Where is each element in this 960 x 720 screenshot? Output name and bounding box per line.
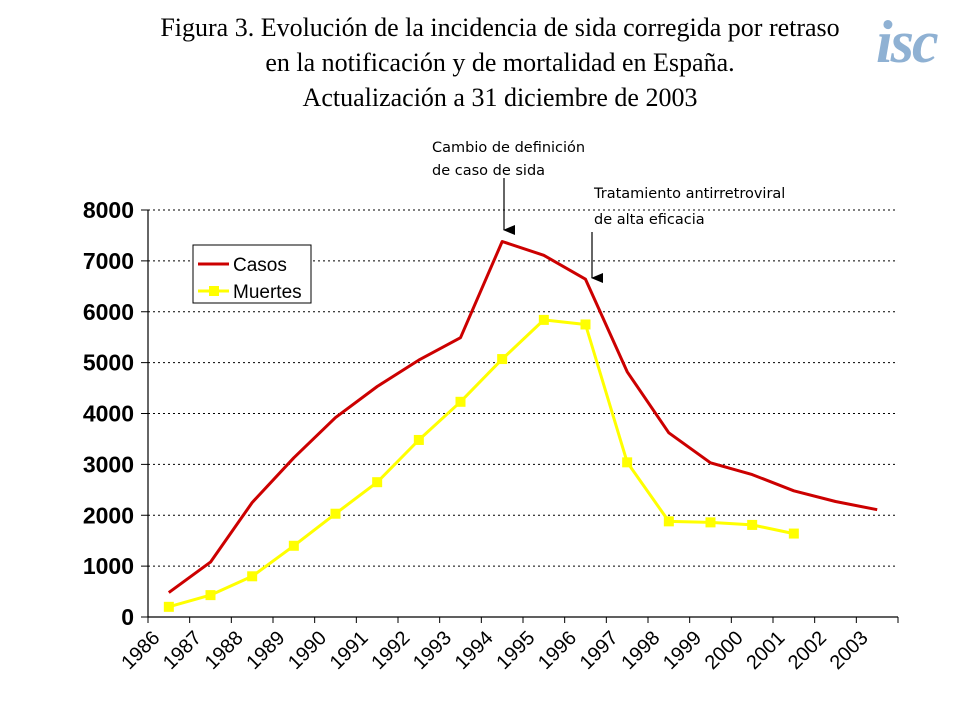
data-point-muertes	[247, 571, 258, 582]
x-tick-label: 1987	[159, 627, 206, 674]
legend-marker-muertes	[209, 286, 219, 296]
data-point-muertes	[413, 434, 424, 445]
series-line-casos	[167, 240, 878, 594]
data-point-muertes	[663, 516, 674, 527]
annotation-text: Cambio de definición	[432, 140, 585, 156]
x-tick-label: 1998	[617, 627, 664, 674]
title-line-3: Actualización a 31 diciembre de 2003	[302, 83, 698, 112]
y-tick-label: 7000	[83, 248, 134, 274]
y-tick-label: 2000	[83, 502, 134, 528]
annotation-text: de caso de sida	[432, 163, 545, 179]
series-lines	[167, 240, 878, 609]
x-tick-label: 2001	[742, 627, 789, 674]
annotation-text: de alta eficacia	[594, 212, 705, 228]
x-tick-label: 2000	[701, 627, 748, 674]
x-tick-label: 1995	[492, 627, 539, 674]
x-tick-label: 1989	[242, 627, 289, 674]
data-point-muertes	[622, 457, 633, 468]
x-tick-label: 1993	[409, 627, 456, 674]
legend-label-casos: Casos	[233, 255, 287, 276]
y-tick-label: 6000	[83, 299, 134, 325]
data-point-muertes	[705, 517, 716, 528]
x-tick-label: 2003	[826, 627, 873, 674]
data-point-muertes	[163, 601, 174, 612]
legend-label-muertes: Muertes	[233, 282, 302, 303]
x-axis-ticks: 1986198719881989199019911992199319941995…	[117, 627, 872, 674]
chart-title: Figura 3. Evolución de la incidencia de …	[60, 10, 940, 115]
data-point-muertes	[538, 314, 549, 325]
data-point-muertes	[497, 354, 508, 365]
data-point-muertes	[788, 528, 799, 539]
title-line-2: en la notificación y de mortalidad en Es…	[265, 48, 735, 77]
x-tick-label: 1992	[367, 627, 414, 674]
y-tick-label: 5000	[83, 350, 134, 376]
y-tick-label: 4000	[83, 401, 134, 427]
x-tick-label: 1994	[451, 627, 498, 674]
axes	[141, 209, 899, 623]
x-tick-label: 1997	[576, 627, 623, 674]
data-point-muertes	[330, 508, 341, 519]
title-line-1: Figura 3. Evolución de la incidencia de …	[160, 13, 840, 42]
data-point-muertes	[580, 319, 591, 330]
data-point-muertes	[205, 590, 216, 601]
x-tick-label: 1986	[117, 627, 164, 674]
series-line-muertes	[168, 318, 795, 609]
data-point-muertes	[372, 477, 383, 488]
x-tick-label: 1988	[201, 627, 248, 674]
data-point-muertes	[747, 519, 758, 530]
annotations: Cambio de definición de caso de sida Trata…	[432, 140, 785, 283]
y-tick-label: 8000	[83, 197, 134, 223]
data-point-muertes	[288, 540, 299, 551]
annotation-text: Tratamiento antirretroviral	[593, 186, 785, 202]
x-tick-label: 1991	[326, 627, 373, 674]
x-tick-label: 2002	[784, 627, 831, 674]
x-tick-label: 1996	[534, 627, 581, 674]
x-tick-label: 1990	[284, 627, 331, 674]
y-tick-label: 3000	[83, 451, 134, 477]
y-tick-label: 1000	[83, 553, 134, 579]
series-markers	[163, 314, 799, 612]
x-tick-label: 1999	[659, 627, 706, 674]
y-tick-label: 0	[121, 604, 134, 630]
isciii-logo: isc	[876, 9, 939, 75]
legend: Casos Muertes	[192, 244, 312, 304]
data-point-muertes	[455, 396, 466, 407]
y-axis-ticks: 0 1000 2000 3000 4000 5000 6000 7000 8000	[83, 197, 134, 630]
